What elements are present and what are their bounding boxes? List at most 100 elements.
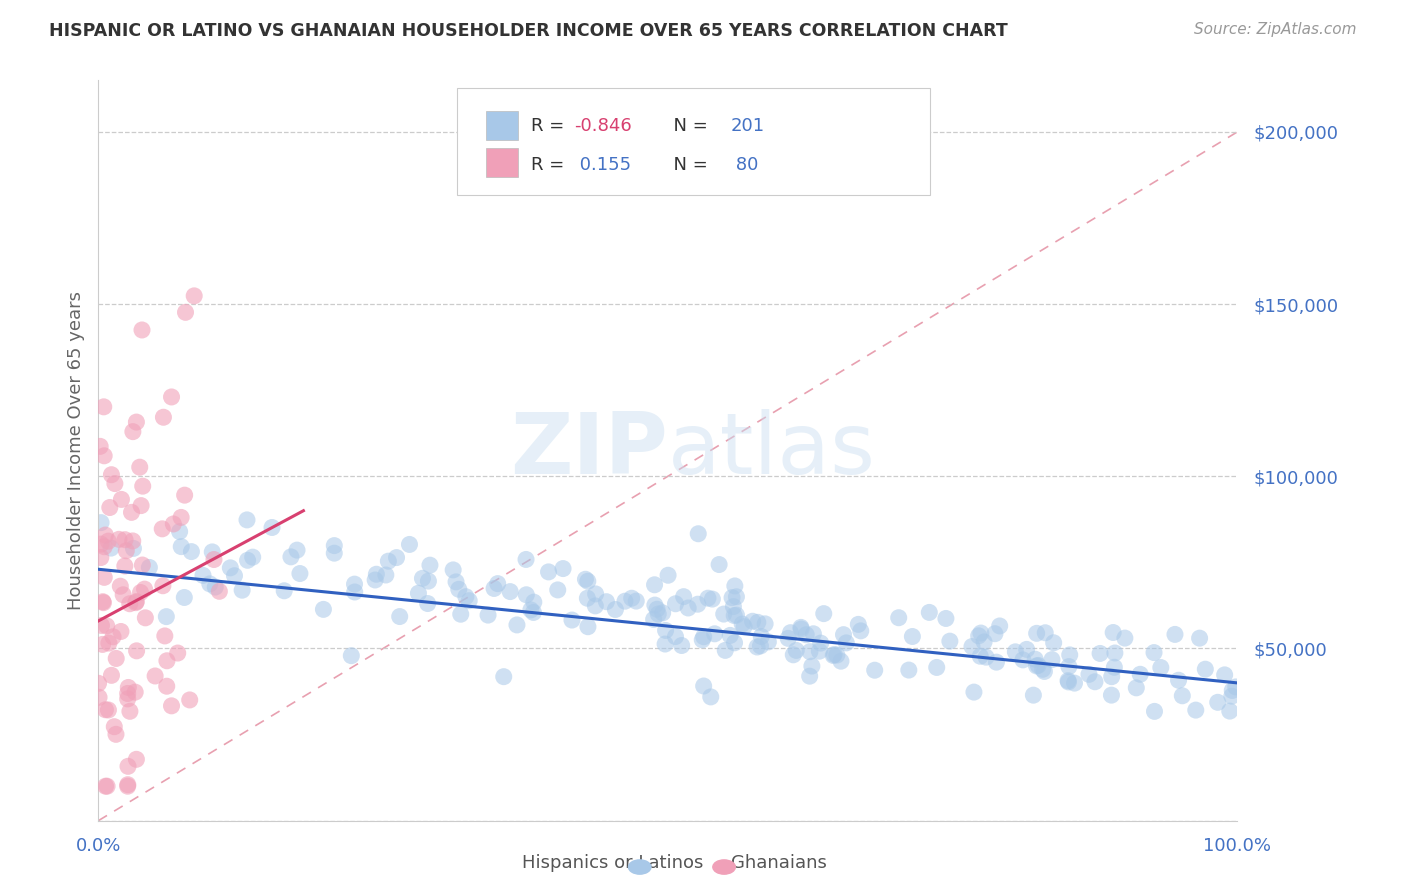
Point: [1194, 662, 1216, 676]
Point: [1104, 660, 1126, 674]
Point: [231, 583, 253, 598]
Point: [561, 613, 583, 627]
Point: [134, 611, 156, 625]
Point: [657, 568, 679, 582]
Point: [583, 599, 606, 613]
Point: [156, 679, 179, 693]
Point: [697, 591, 720, 606]
Point: [702, 592, 724, 607]
Point: [444, 574, 467, 589]
Point: [447, 582, 470, 597]
Point: [1033, 625, 1056, 640]
Point: [90, 516, 112, 530]
Point: [963, 685, 986, 699]
Point: [1063, 676, 1085, 690]
Text: Ghanaians: Ghanaians: [731, 855, 827, 872]
Text: atlas: atlas: [668, 409, 876, 492]
Point: [790, 622, 813, 636]
Point: [506, 618, 529, 632]
Point: [97, 636, 120, 650]
Point: [918, 606, 941, 620]
Point: [1213, 668, 1236, 682]
Point: [725, 590, 748, 604]
Point: [700, 690, 723, 704]
Point: [778, 632, 800, 646]
Point: [745, 640, 768, 654]
Point: [676, 601, 699, 615]
Point: [835, 636, 858, 650]
Point: [411, 571, 433, 585]
Point: [988, 619, 1011, 633]
Point: [183, 289, 205, 303]
Point: [925, 660, 948, 674]
Point: [174, 305, 197, 319]
Point: [574, 572, 596, 586]
Point: [654, 624, 676, 638]
Point: [547, 582, 569, 597]
Point: [125, 596, 148, 610]
Point: [236, 513, 259, 527]
Point: [721, 591, 744, 605]
Point: [191, 568, 214, 582]
Point: [645, 602, 668, 616]
Point: [1171, 689, 1194, 703]
Text: 0.155: 0.155: [575, 156, 631, 175]
Point: [1143, 646, 1166, 660]
Point: [644, 578, 666, 592]
Point: [1015, 642, 1038, 657]
Text: ZIP: ZIP: [510, 409, 668, 492]
Point: [651, 606, 673, 620]
Text: R =: R =: [531, 117, 571, 136]
Point: [973, 635, 995, 649]
Point: [153, 629, 176, 643]
Point: [1059, 648, 1081, 662]
Point: [132, 479, 155, 493]
Point: [499, 584, 522, 599]
Text: -0.846: -0.846: [575, 117, 633, 136]
Point: [741, 614, 763, 628]
Point: [823, 648, 845, 663]
FancyBboxPatch shape: [485, 148, 517, 177]
Point: [105, 651, 128, 665]
Point: [242, 550, 264, 565]
Point: [152, 410, 174, 425]
Point: [830, 654, 852, 668]
Point: [551, 561, 574, 575]
Point: [98, 500, 121, 515]
Point: [492, 670, 515, 684]
Point: [138, 560, 160, 574]
Point: [967, 629, 990, 643]
Point: [260, 520, 283, 534]
Point: [718, 628, 741, 642]
Point: [89, 439, 111, 453]
Point: [129, 585, 152, 599]
Point: [690, 632, 713, 647]
Point: [1022, 688, 1045, 702]
Point: [671, 639, 693, 653]
Point: [1143, 705, 1166, 719]
Point: [1057, 673, 1080, 688]
Point: [93, 449, 115, 463]
Point: [1219, 704, 1241, 718]
Point: [323, 546, 346, 560]
Point: [100, 668, 122, 682]
Point: [692, 679, 714, 693]
Point: [114, 559, 136, 574]
Point: [1088, 647, 1111, 661]
Point: [703, 627, 725, 641]
Point: [1114, 631, 1136, 645]
Point: [537, 565, 560, 579]
Point: [832, 627, 855, 641]
Point: [91, 637, 114, 651]
Point: [122, 425, 145, 439]
Point: [1129, 667, 1152, 681]
Text: HISPANIC OR LATINO VS GHANAIAN HOUSEHOLDER INCOME OVER 65 YEARS CORRELATION CHAR: HISPANIC OR LATINO VS GHANAIAN HOUSEHOLD…: [49, 22, 1008, 40]
Point: [166, 646, 188, 660]
Point: [785, 643, 807, 657]
Point: [1042, 636, 1064, 650]
Point: [87, 676, 110, 690]
Point: [779, 625, 801, 640]
Point: [724, 579, 747, 593]
Point: [114, 533, 136, 547]
Point: [1032, 662, 1054, 676]
